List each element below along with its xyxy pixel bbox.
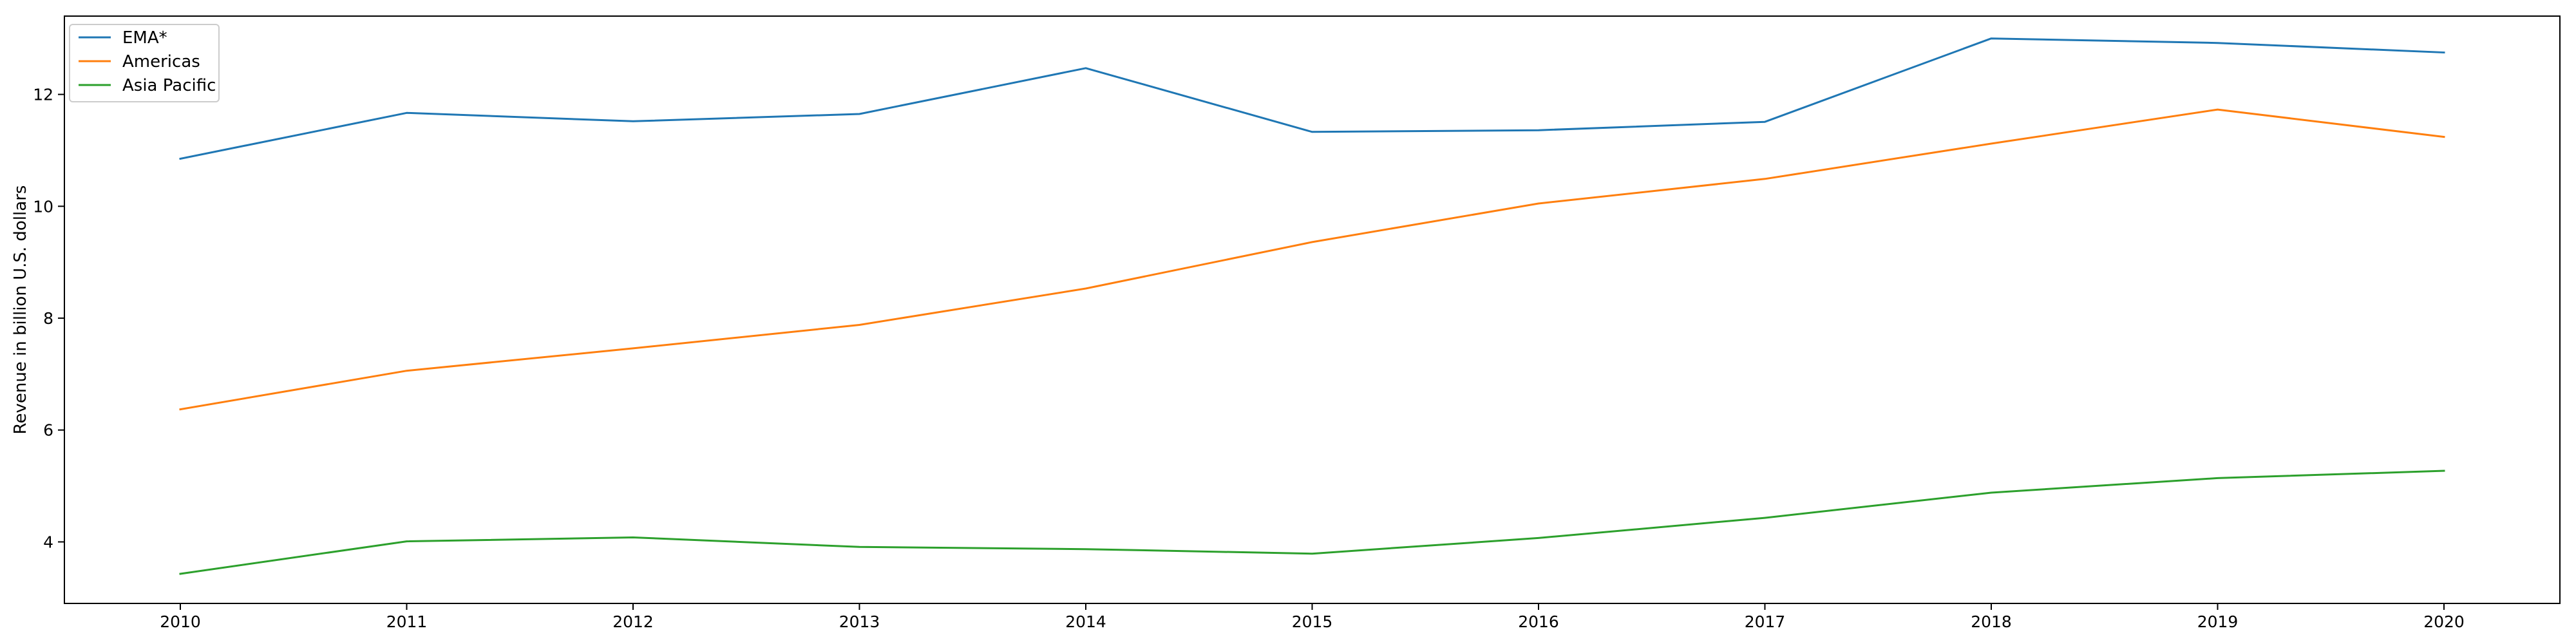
y-tick-label: 10 <box>33 197 53 216</box>
plot-area <box>64 15 2561 604</box>
y-axis-label: Revenue in billion U.S. dollars <box>11 185 30 435</box>
series-line-ema <box>179 37 2445 160</box>
y-tick-label: 8 <box>43 309 53 328</box>
series-line-americas <box>179 108 2445 411</box>
legend-box <box>69 24 220 102</box>
legend-label: EMA* <box>122 28 167 48</box>
y-axis: 4 6 8 10 12 <box>33 86 64 551</box>
x-axis: 2010 2011 2012 2013 2014 2015 2016 2017 2018 2019… <box>160 603 2465 631</box>
series-line-asia-pacific <box>179 469 2445 575</box>
legend-label: Americas <box>122 52 200 71</box>
y-tick-label: 6 <box>43 421 53 440</box>
x-tick-label: 2011 <box>386 612 428 631</box>
x-tick-label: 2013 <box>839 612 880 631</box>
legend-items: EMA* Americas Asia Pacific <box>79 28 216 95</box>
legend-label: Asia Pacific <box>122 76 216 95</box>
x-tick-label: 2016 <box>1518 612 1559 631</box>
y-tick-label: 4 <box>43 533 53 551</box>
series-lines <box>179 37 2445 575</box>
x-tick-label: 2020 <box>2423 612 2465 631</box>
x-tick-label: 2015 <box>1292 612 1333 631</box>
x-tick-label: 2012 <box>612 612 654 631</box>
x-tick-label: 2017 <box>1745 612 1786 631</box>
y-tick-label: 12 <box>33 86 53 104</box>
x-tick-label: 2014 <box>1065 612 1106 631</box>
x-tick-label: 2019 <box>2197 612 2239 631</box>
x-tick-label: 2010 <box>160 612 201 631</box>
legend: EMA* Americas Asia Pacific <box>69 24 220 102</box>
x-tick-label: 2018 <box>1971 612 2012 631</box>
